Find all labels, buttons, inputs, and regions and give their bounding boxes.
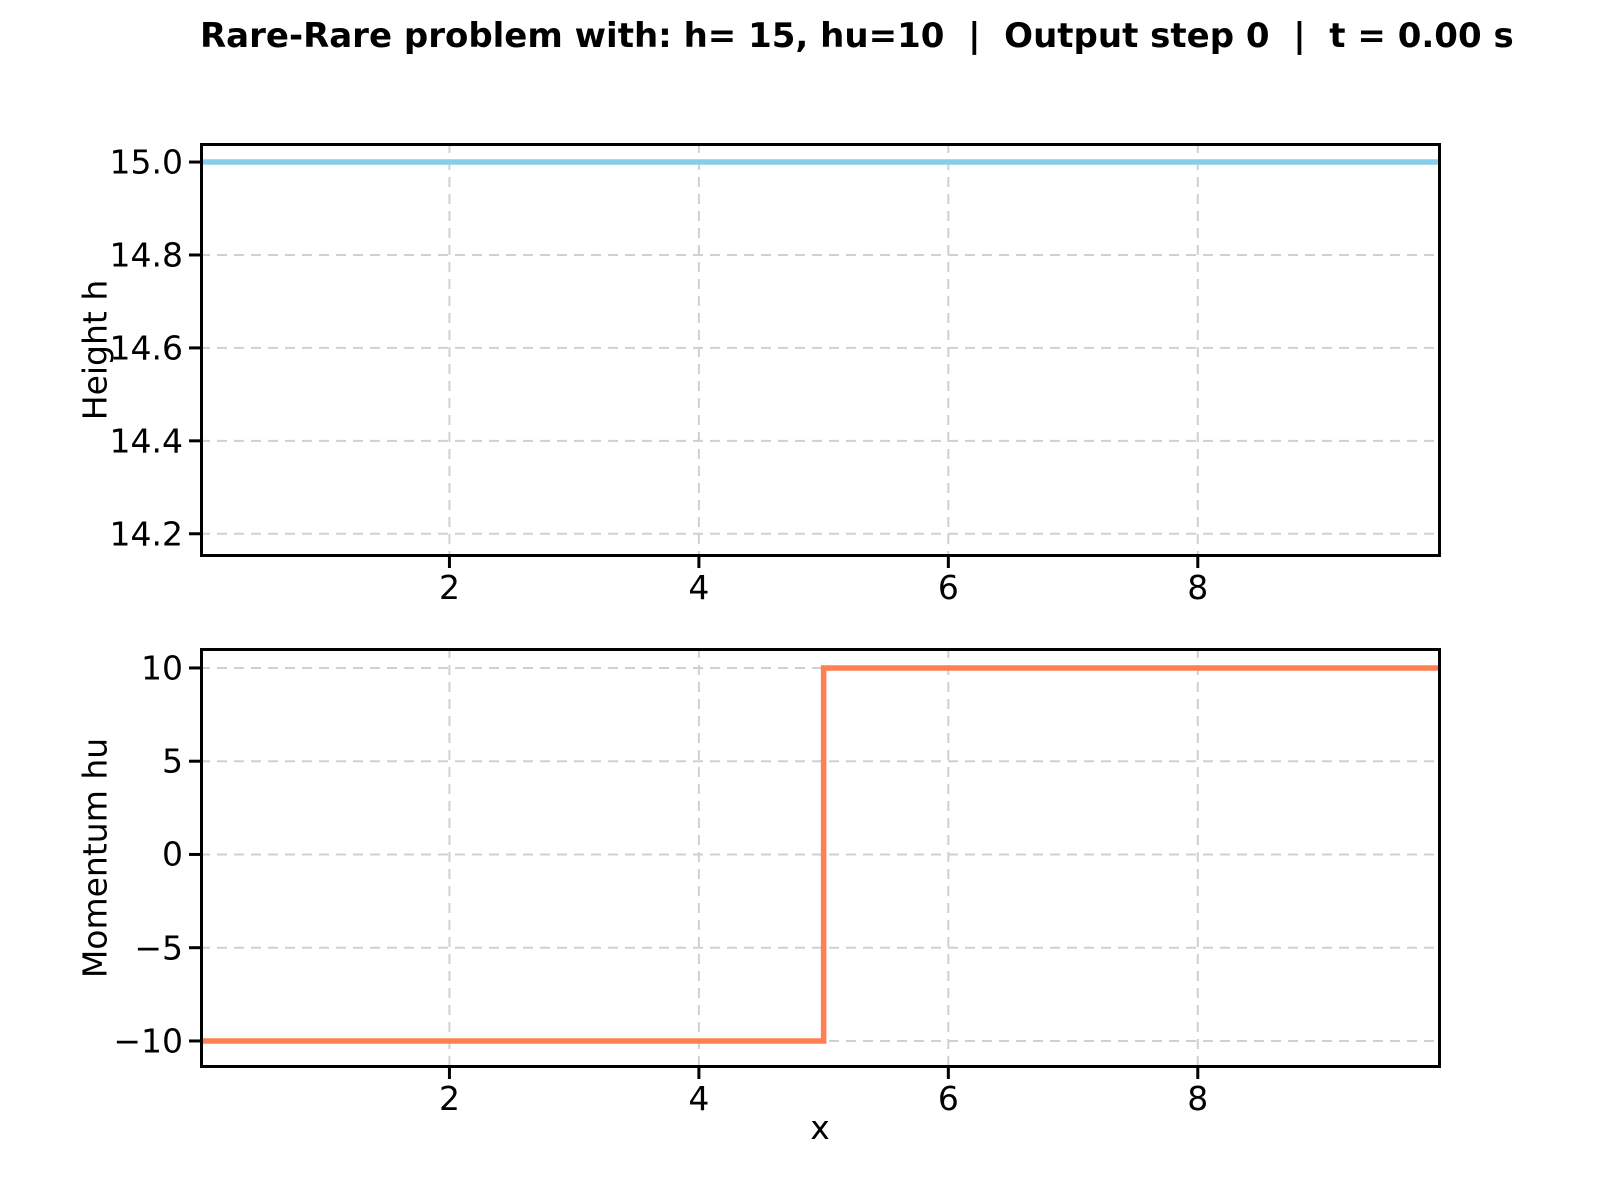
x-tick-label: 2 [438, 568, 460, 607]
x-tick-label: 6 [937, 1079, 959, 1118]
x-tick-label: 8 [1187, 1079, 1209, 1118]
plot-canvas [189, 648, 1441, 1079]
momentum-y-axis-label: Momentum hu [75, 737, 115, 979]
x-tick-label: 6 [937, 568, 959, 607]
y-tick-label: 14.6 [109, 328, 183, 368]
y-tick-label: 0 [162, 834, 183, 874]
axes-spines [200, 648, 1441, 1068]
series-line-momentum-hu [200, 665, 1441, 1044]
x-tick-label: 4 [688, 568, 710, 607]
y-tick-label: −5 [134, 928, 183, 968]
y-tick-label: 14.8 [109, 235, 183, 275]
x-tick-label: 8 [1187, 568, 1209, 607]
y-tick-label: 15.0 [109, 142, 183, 182]
momentum-plot: 2 4 6 8 10 5 0 −5 −10 [113, 648, 1441, 1115]
y-tick-label: 14.2 [109, 514, 183, 554]
figure-title: Rare-Rare problem with: h= 15, hu=10 | O… [200, 16, 1514, 56]
axes-spines [200, 143, 1441, 557]
y-tick-label: 5 [162, 741, 183, 781]
y-tick-label: 10 [141, 648, 183, 688]
x-tick-label: 2 [438, 1079, 460, 1118]
x-tick-label: 4 [688, 1079, 710, 1118]
height-plot: 2 4 6 8 15.0 14.8 14.6 14.4 14.2 [110, 143, 1441, 604]
y-tick-label: −10 [113, 1021, 183, 1061]
x-axis-label: x [810, 1108, 830, 1147]
y-tick-label: 14.4 [109, 421, 183, 461]
plot-canvas [189, 143, 1441, 568]
